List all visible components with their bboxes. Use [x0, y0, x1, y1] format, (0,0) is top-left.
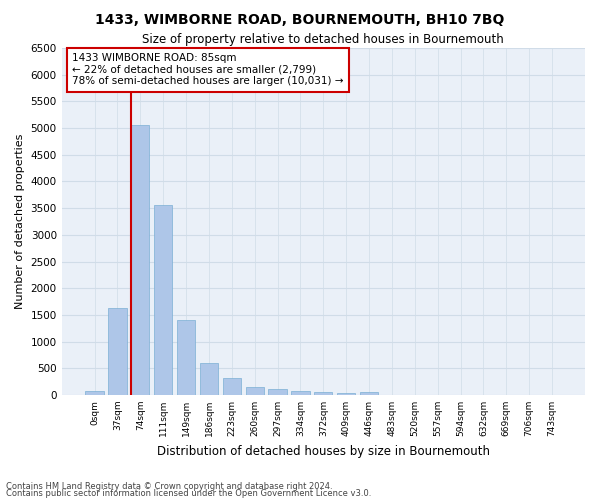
Bar: [177, 320, 195, 395]
Bar: [245, 386, 264, 395]
Text: 1433, WIMBORNE ROAD, BOURNEMOUTH, BH10 7BQ: 1433, WIMBORNE ROAD, BOURNEMOUTH, BH10 7…: [95, 12, 505, 26]
Bar: [154, 205, 172, 395]
Title: Size of property relative to detached houses in Bournemouth: Size of property relative to detached ho…: [142, 32, 504, 46]
Bar: [131, 125, 149, 395]
Bar: [360, 392, 378, 395]
X-axis label: Distribution of detached houses by size in Bournemouth: Distribution of detached houses by size …: [157, 444, 490, 458]
Bar: [292, 392, 310, 395]
Bar: [314, 392, 332, 395]
Bar: [85, 391, 104, 395]
Bar: [223, 378, 241, 395]
Text: Contains HM Land Registry data © Crown copyright and database right 2024.: Contains HM Land Registry data © Crown c…: [6, 482, 332, 491]
Text: 1433 WIMBORNE ROAD: 85sqm
← 22% of detached houses are smaller (2,799)
78% of se: 1433 WIMBORNE ROAD: 85sqm ← 22% of detac…: [72, 54, 344, 86]
Y-axis label: Number of detached properties: Number of detached properties: [15, 134, 25, 309]
Bar: [337, 392, 355, 395]
Bar: [200, 363, 218, 395]
Text: Contains public sector information licensed under the Open Government Licence v3: Contains public sector information licen…: [6, 489, 371, 498]
Bar: [268, 390, 287, 395]
Bar: [109, 308, 127, 395]
